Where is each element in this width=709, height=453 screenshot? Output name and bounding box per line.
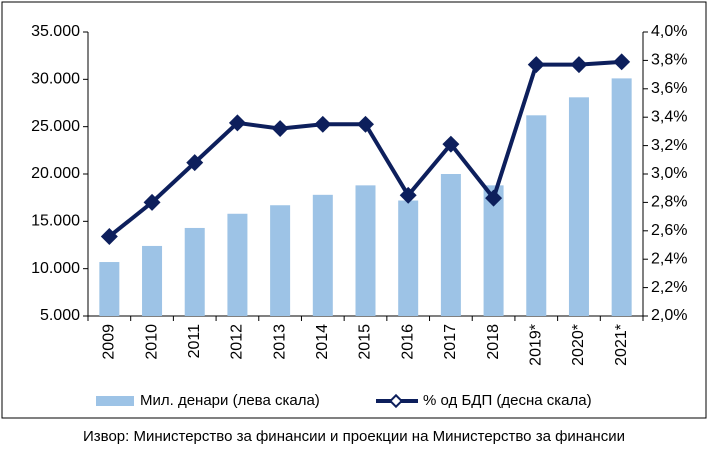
line-marker [186, 154, 204, 172]
line-marker [442, 135, 460, 153]
source-note: Извор: Министерство за финансии и проекц… [83, 428, 625, 445]
y-tick-label: 5.000 [40, 307, 80, 324]
y2-tick-label: 2,6% [651, 222, 687, 239]
bar [355, 185, 376, 316]
x-tick-label: 2009 [101, 324, 118, 360]
line-marker [271, 120, 289, 138]
x-tick-label: 2021* [613, 324, 630, 366]
x-tick-label: 2018 [485, 324, 502, 360]
line-marker [100, 227, 118, 245]
legend-marker [388, 393, 404, 409]
x-tick-label: 2020* [570, 324, 587, 366]
line-marker [527, 56, 545, 74]
y-tick-label: 25.000 [31, 118, 80, 135]
bar [483, 185, 504, 316]
y2-tick-label: 3,4% [651, 108, 687, 125]
x-tick-label: 2017 [442, 324, 459, 360]
bar [184, 227, 205, 316]
bar [270, 205, 291, 316]
y2-tick-label: 3,2% [651, 137, 687, 154]
y2-tick-label: 3,8% [651, 52, 687, 69]
bar [568, 97, 589, 316]
y2-tick-label: 3,6% [651, 80, 687, 97]
y2-tick-label: 2,8% [651, 194, 687, 211]
y2-tick-label: 2,0% [651, 307, 687, 324]
legend-label: % од БДП (десна скала) [423, 392, 592, 409]
x-tick-label: 2014 [314, 324, 331, 360]
chart-frame [1, 1, 707, 419]
bar [227, 213, 248, 316]
bar [440, 174, 461, 316]
x-tick-label: 2013 [271, 324, 288, 360]
x-tick-label: 2016 [399, 324, 416, 360]
y-tick-label: 30.000 [31, 71, 80, 88]
x-tick-label: 2012 [229, 324, 246, 360]
line-marker [357, 115, 374, 133]
y2-tick-label: 3,0% [651, 165, 687, 182]
line-marker [399, 186, 417, 204]
bar [312, 194, 333, 316]
y-tick-label: 10.000 [31, 260, 80, 277]
x-tick-label: 2010 [143, 324, 160, 360]
y-tick-label: 20.000 [31, 165, 80, 182]
line-marker [143, 193, 161, 211]
bar [398, 200, 419, 316]
line-marker [485, 189, 503, 207]
bar [526, 115, 547, 316]
y2-tick-label: 2,4% [651, 250, 687, 267]
line-marker [570, 56, 588, 74]
line-marker [613, 53, 631, 71]
line-marker [228, 114, 246, 132]
x-tick-label: 2015 [357, 324, 374, 360]
legend-swatch [96, 396, 134, 406]
y-tick-label: 35.000 [31, 23, 80, 40]
bar [99, 262, 120, 316]
y-tick-label: 15.000 [31, 213, 80, 230]
y2-tick-label: 2,2% [651, 279, 687, 296]
x-tick-label: 2011 [186, 324, 203, 359]
legend-label: Мил. денари (лева скала) [140, 392, 320, 409]
y2-tick-label: 4,0% [651, 23, 687, 40]
bar [611, 78, 632, 317]
line-marker [314, 115, 332, 133]
x-tick-label: 2019* [527, 324, 544, 366]
bar [142, 245, 163, 316]
